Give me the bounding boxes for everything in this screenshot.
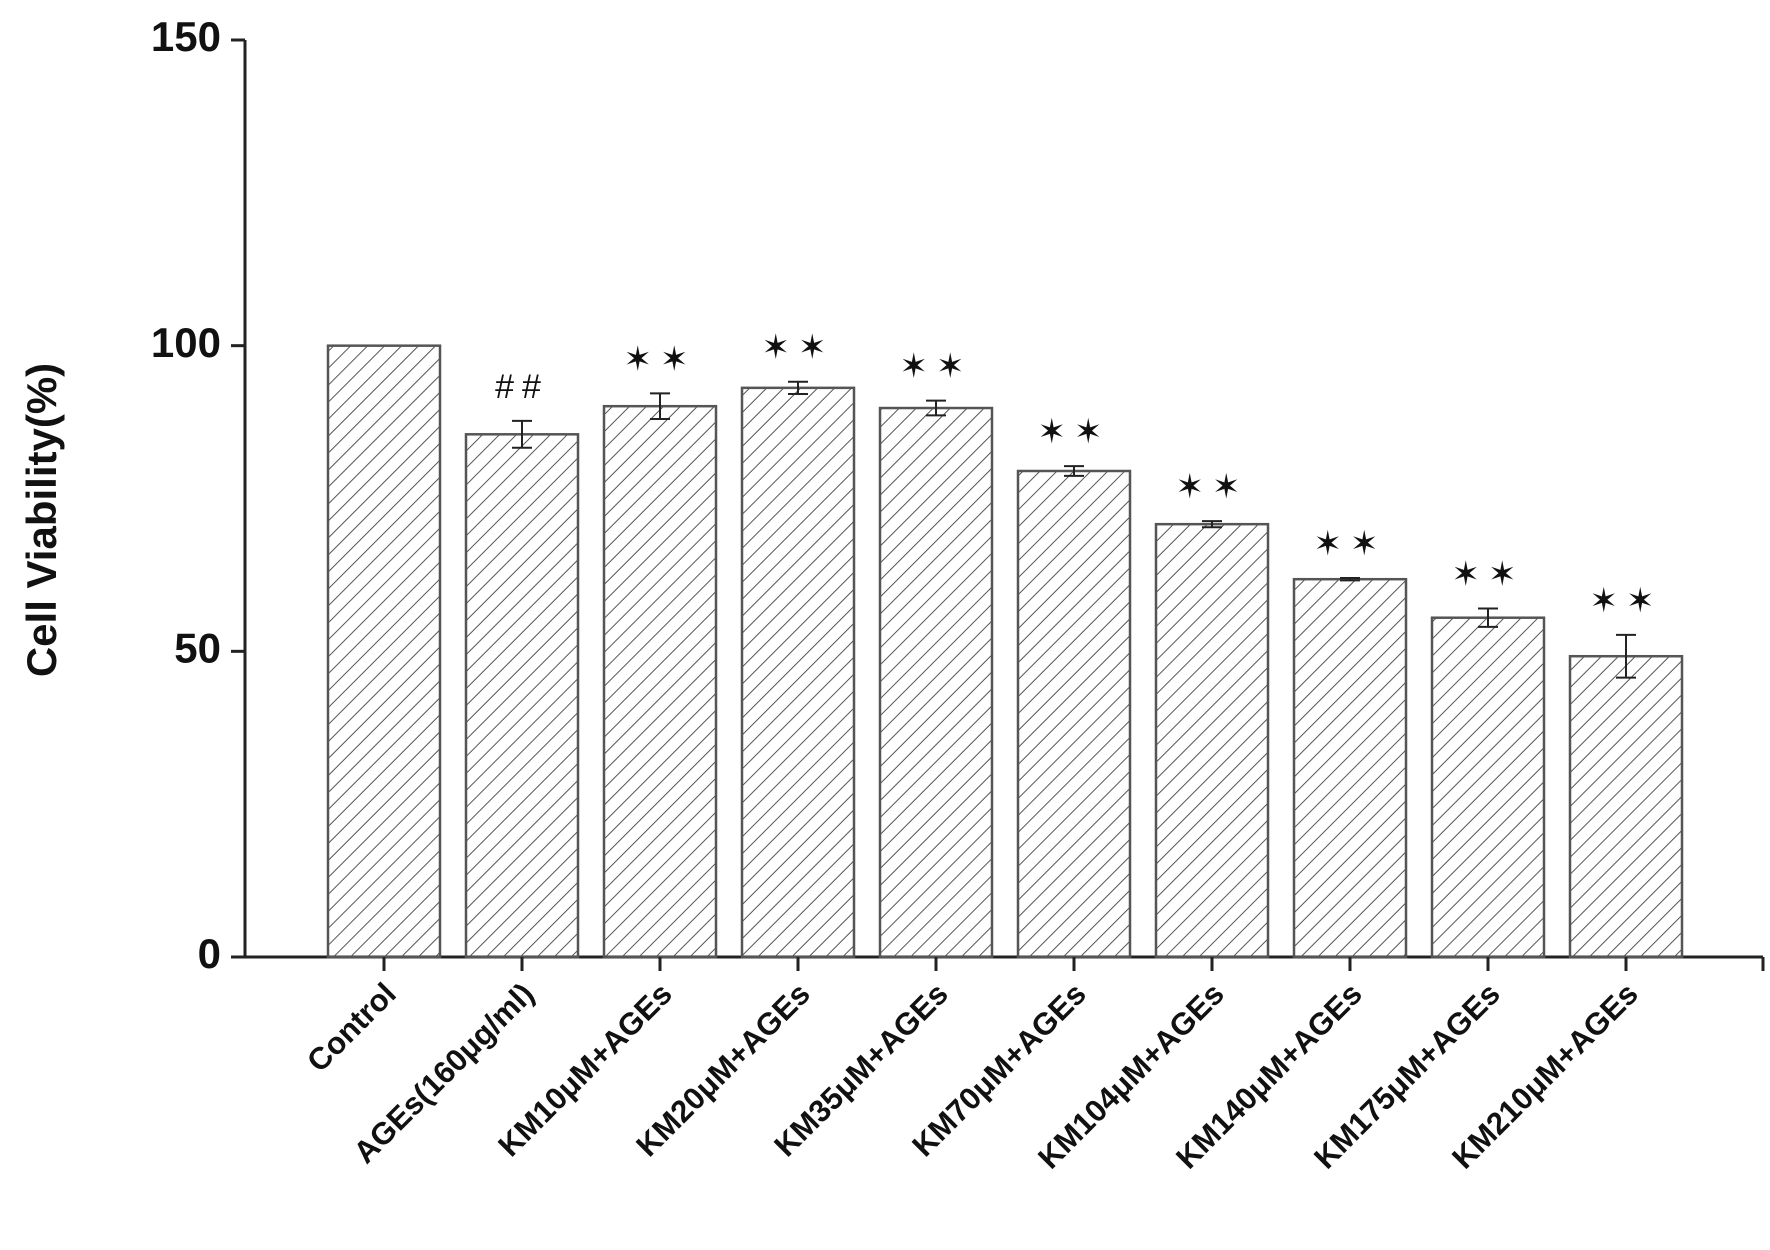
y-tick-label: 150 xyxy=(151,13,221,60)
bar xyxy=(1292,577,1408,959)
error-bar xyxy=(788,380,808,395)
error-bar xyxy=(1616,633,1636,679)
y-tick-label: 0 xyxy=(198,930,221,977)
significance-label: ✶✶ xyxy=(762,329,835,367)
x-tick-label: Control xyxy=(300,976,403,1079)
bar xyxy=(740,386,856,959)
significance-label: ✶✶ xyxy=(624,340,697,378)
bar xyxy=(1430,616,1546,959)
bar xyxy=(326,344,442,959)
y-tick-label: 100 xyxy=(151,319,221,366)
error-bar xyxy=(512,419,532,449)
error-bar xyxy=(926,399,946,417)
error-bar xyxy=(650,392,670,421)
significance-label: ✶✶ xyxy=(1314,525,1387,563)
bar xyxy=(602,404,718,959)
significance-label: ✶✶ xyxy=(1452,556,1525,594)
significance-label: ✶✶ xyxy=(1590,582,1663,620)
significance-label: ## xyxy=(495,368,549,406)
y-axis-label: Cell Viability(%) xyxy=(18,363,65,677)
bar xyxy=(878,406,994,959)
error-bar xyxy=(1064,465,1084,477)
significance-label: ✶✶ xyxy=(900,348,973,386)
error-bar xyxy=(1340,576,1360,582)
significance-label: ✶✶ xyxy=(1038,413,1111,451)
significance-label: ✶✶ xyxy=(1176,468,1249,506)
error-bar xyxy=(1478,607,1498,628)
bar xyxy=(1154,522,1270,959)
y-tick-label: 50 xyxy=(174,624,221,671)
bar xyxy=(1568,654,1684,959)
bar xyxy=(464,433,580,959)
error-bar xyxy=(1202,520,1222,529)
bar xyxy=(1016,469,1132,959)
